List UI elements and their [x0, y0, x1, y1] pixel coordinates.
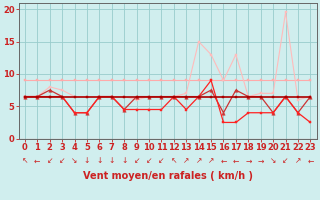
Text: ↓: ↓ [84, 156, 90, 165]
Text: ↙: ↙ [158, 156, 164, 165]
Text: ↖: ↖ [22, 156, 28, 165]
Text: ↙: ↙ [146, 156, 152, 165]
Text: ↗: ↗ [208, 156, 214, 165]
X-axis label: Vent moyen/en rafales ( km/h ): Vent moyen/en rafales ( km/h ) [83, 171, 252, 181]
Text: ↗: ↗ [196, 156, 202, 165]
Text: ↗: ↗ [295, 156, 301, 165]
Text: ←: ← [220, 156, 227, 165]
Text: ←: ← [233, 156, 239, 165]
Text: ↓: ↓ [96, 156, 102, 165]
Text: ↘: ↘ [270, 156, 276, 165]
Text: ↖: ↖ [171, 156, 177, 165]
Text: ↓: ↓ [108, 156, 115, 165]
Text: ↘: ↘ [71, 156, 78, 165]
Text: ↓: ↓ [121, 156, 127, 165]
Text: ↙: ↙ [133, 156, 140, 165]
Text: ←: ← [34, 156, 41, 165]
Text: →: → [258, 156, 264, 165]
Text: ↙: ↙ [46, 156, 53, 165]
Text: →: → [245, 156, 252, 165]
Text: ←: ← [307, 156, 314, 165]
Text: ↙: ↙ [59, 156, 65, 165]
Text: ↙: ↙ [282, 156, 289, 165]
Text: ↗: ↗ [183, 156, 189, 165]
